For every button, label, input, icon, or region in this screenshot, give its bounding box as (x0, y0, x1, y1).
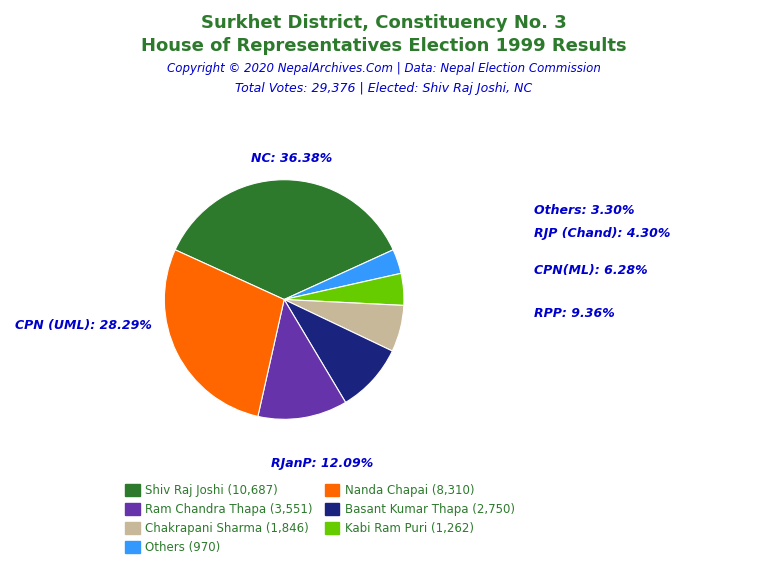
Text: Total Votes: 29,376 | Elected: Shiv Raj Joshi, NC: Total Votes: 29,376 | Elected: Shiv Raj … (235, 82, 533, 96)
Text: Others: 3.30%: Others: 3.30% (534, 204, 634, 217)
Text: CPN(ML): 6.28%: CPN(ML): 6.28% (534, 264, 647, 277)
Wedge shape (164, 250, 284, 416)
Wedge shape (284, 300, 392, 403)
Text: Surkhet District, Constituency No. 3: Surkhet District, Constituency No. 3 (201, 14, 567, 32)
Wedge shape (258, 300, 346, 419)
Text: Copyright © 2020 NepalArchives.Com | Data: Nepal Election Commission: Copyright © 2020 NepalArchives.Com | Dat… (167, 62, 601, 75)
Wedge shape (175, 180, 393, 300)
Text: RPP: 9.36%: RPP: 9.36% (534, 308, 614, 320)
Wedge shape (284, 274, 404, 305)
Text: NC: 36.38%: NC: 36.38% (251, 152, 333, 165)
Wedge shape (284, 250, 401, 300)
Text: House of Representatives Election 1999 Results: House of Representatives Election 1999 R… (141, 37, 627, 55)
Legend: Shiv Raj Joshi (10,687), Ram Chandra Thapa (3,551), Chakrapani Sharma (1,846), O: Shiv Raj Joshi (10,687), Ram Chandra Tha… (122, 480, 518, 557)
Wedge shape (284, 300, 404, 351)
Text: RJanP: 12.09%: RJanP: 12.09% (271, 457, 374, 470)
Text: CPN (UML): 28.29%: CPN (UML): 28.29% (15, 319, 152, 332)
Text: RJP (Chand): 4.30%: RJP (Chand): 4.30% (534, 227, 670, 240)
